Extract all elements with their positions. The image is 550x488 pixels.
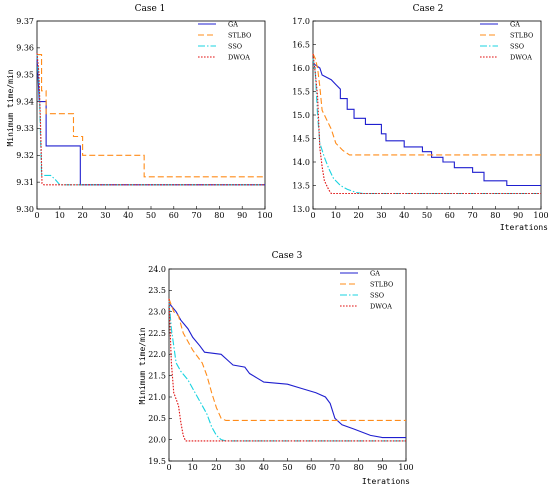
y-tick-label: 21.5 xyxy=(148,371,166,380)
legend-label-ga: GA xyxy=(228,20,238,28)
y-tick-label: 13.5 xyxy=(292,181,310,190)
x-tick-label: 90 xyxy=(377,463,387,472)
chart-case-3: Case 3 Minimum time/min Iterations 0 10 20… xyxy=(138,251,414,486)
y-tick-label: 9.35 xyxy=(16,71,34,80)
y-axis-label: Minimum time/min xyxy=(138,327,147,404)
x-tick-label: 80 xyxy=(354,463,364,472)
chart-case-1: Case 1 Minimum time/min 0 10 20 30 40 50 60 70 8… xyxy=(6,4,273,220)
legend-label-ga: GA xyxy=(510,20,520,28)
x-tick-label: 90 xyxy=(513,211,523,220)
y-tick-label: 9.33 xyxy=(16,124,34,133)
y-tick-label: 16.0 xyxy=(292,64,310,73)
y-tick-label: 21.0 xyxy=(148,393,166,402)
y-axis-label: Minimum time/min xyxy=(6,69,15,146)
y-tick-label: 9.37 xyxy=(16,17,34,26)
series-line-sso xyxy=(312,58,541,195)
x-tick-label: 100 xyxy=(257,211,272,220)
x-tick-label: 10 xyxy=(331,211,341,220)
legend-label-sso: SSO xyxy=(370,291,384,299)
x-tick-label: 20 xyxy=(211,463,221,472)
series-line-dwoa xyxy=(312,53,541,195)
y-tick-label: 9.31 xyxy=(16,178,34,187)
series-line-dwoa xyxy=(36,53,265,186)
series-line-ga xyxy=(36,55,265,186)
legend-label-dwoa: DWOA xyxy=(228,53,250,61)
x-axis-label: Iterations xyxy=(500,223,548,232)
x-tick-label: 60 xyxy=(306,463,316,472)
legend-label-sso: SSO xyxy=(510,42,524,50)
legend: GA STLBO SSO DWOA xyxy=(340,269,393,310)
x-tick-label: 100 xyxy=(533,211,548,220)
legend-label-stlbo: STLBO xyxy=(228,31,251,39)
chart-case-2: Case 2 Iterations 0 10 20 30 40 50 60 70 80 90 100… xyxy=(292,4,548,232)
series-line-dwoa xyxy=(168,298,406,442)
x-tick-label: 70 xyxy=(468,211,478,220)
legend-label-dwoa: DWOA xyxy=(510,53,532,61)
y-tick-label: 9.32 xyxy=(16,151,34,160)
chart-title: Case 2 xyxy=(413,4,444,14)
x-tick-label: 30 xyxy=(100,211,110,220)
series-line-ga xyxy=(168,302,406,439)
series-line-stlbo xyxy=(37,54,265,178)
x-tick-label: 50 xyxy=(282,463,292,472)
chart-title: Case 1 xyxy=(135,4,166,14)
x-tick-label: 0 xyxy=(310,211,315,220)
y-tick-label: 23.0 xyxy=(148,307,166,316)
x-tick-label: 40 xyxy=(123,211,133,220)
series-line-ga xyxy=(312,62,541,187)
y-tick-label: 15.0 xyxy=(292,111,310,120)
x-tick-label: 50 xyxy=(146,211,156,220)
x-tick-label: 20 xyxy=(354,211,364,220)
y-tick-label: 15.5 xyxy=(292,87,310,96)
x-tick-label: 100 xyxy=(398,463,413,472)
y-tick-label: 9.34 xyxy=(16,97,34,106)
y-tick-label: 14.0 xyxy=(292,158,310,167)
x-tick-label: 40 xyxy=(259,463,269,472)
chart-title: Case 3 xyxy=(272,251,303,261)
x-tick-label: 30 xyxy=(235,463,245,472)
x-tick-label: 40 xyxy=(399,211,409,220)
x-tick-label: 60 xyxy=(445,211,455,220)
y-tick-label: 24.0 xyxy=(148,265,166,274)
y-tick-label: 14.5 xyxy=(292,134,310,143)
y-tick-label: 22.0 xyxy=(148,350,166,359)
series-line-sso xyxy=(168,300,406,442)
x-tick-label: 70 xyxy=(192,211,202,220)
y-tick-label: 17.0 xyxy=(292,17,310,26)
x-tick-label: 60 xyxy=(169,211,179,220)
y-tick-label: 9.36 xyxy=(16,44,34,53)
x-tick-label: 50 xyxy=(422,211,432,220)
x-tick-label: 80 xyxy=(490,211,500,220)
y-tick-label: 22.5 xyxy=(148,329,166,338)
series-line-stlbo xyxy=(168,298,406,422)
x-tick-label: 10 xyxy=(55,211,65,220)
y-tick-label: 20.5 xyxy=(148,414,166,423)
x-tick-label: 80 xyxy=(214,211,224,220)
x-tick-label: 20 xyxy=(78,211,88,220)
y-tick-label: 19.5 xyxy=(148,457,166,466)
legend-label-sso: SSO xyxy=(228,42,242,50)
series-line-sso xyxy=(36,53,265,186)
x-tick-label: 30 xyxy=(376,211,386,220)
legend-label-ga: GA xyxy=(370,269,380,277)
legend-label-stlbo: STLBO xyxy=(370,280,393,288)
y-tick-label: 13.0 xyxy=(292,205,310,214)
legend: GA STLBO SSO DWOA xyxy=(480,20,533,61)
x-tick-label: 70 xyxy=(330,463,340,472)
x-axis-label: Iterations xyxy=(362,477,410,486)
x-tick-label: 0 xyxy=(34,211,39,220)
legend-label-dwoa: DWOA xyxy=(370,302,392,310)
y-tick-label: 16.5 xyxy=(292,40,310,49)
y-tick-label: 9.30 xyxy=(16,205,34,214)
series-line-stlbo xyxy=(312,53,541,156)
x-tick-label: 0 xyxy=(166,463,171,472)
legend-label-stlbo: STLBO xyxy=(510,31,533,39)
y-tick-label: 20.0 xyxy=(148,435,166,444)
x-tick-label: 90 xyxy=(237,211,247,220)
y-tick-label: 23.5 xyxy=(148,286,166,295)
legend: GA STLBO SSO DWOA xyxy=(198,20,251,61)
x-tick-label: 10 xyxy=(188,463,198,472)
